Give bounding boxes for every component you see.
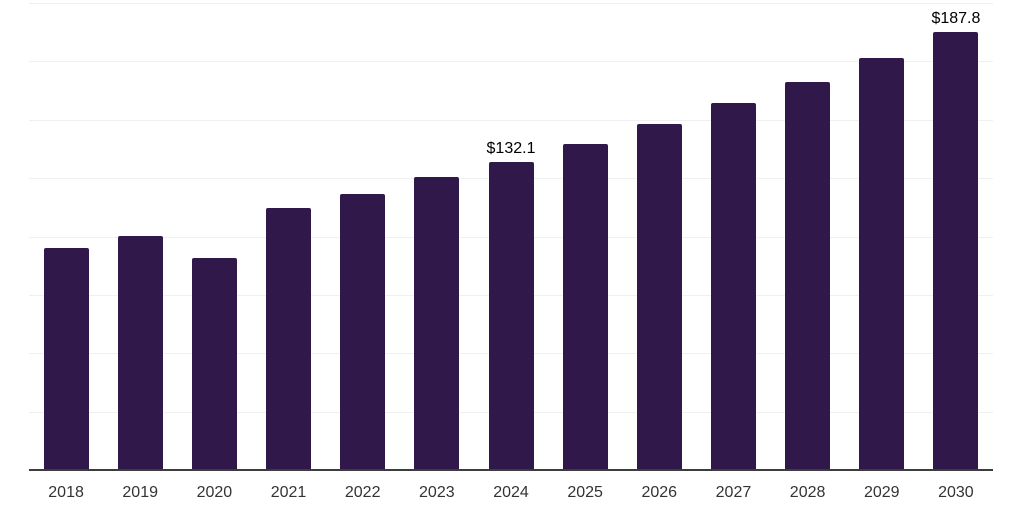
- x-axis-tick-label: 2030: [938, 484, 974, 501]
- x-axis-tick-label: 2029: [863, 484, 900, 501]
- bar: [859, 57, 905, 470]
- bar: [414, 177, 460, 470]
- bar: [340, 194, 386, 470]
- x-axis-tick-label: 2021: [270, 484, 307, 501]
- bar: [266, 208, 312, 470]
- bar: [710, 103, 756, 470]
- x-axis-tick-label: 2024: [493, 484, 529, 501]
- bar: [785, 81, 831, 470]
- bar-value-label: $187.8: [931, 9, 981, 27]
- x-axis-tick-label: 2022: [344, 484, 381, 501]
- x-axis-tick-label: 2019: [122, 484, 158, 501]
- bar-value-label: $132.1: [486, 139, 536, 157]
- x-axis-tick-label: 2018: [48, 484, 84, 501]
- x-axis-tick-label: 2020: [196, 484, 233, 501]
- bar: [488, 161, 534, 470]
- x-axis-tick-label: 2027: [715, 484, 752, 501]
- x-axis-tick-label: 2023: [419, 484, 455, 501]
- bar: [117, 235, 163, 470]
- x-axis-tick-label: 2025: [567, 484, 603, 501]
- gridline: [29, 61, 993, 63]
- gridline: [29, 3, 993, 4]
- bar: [562, 144, 608, 470]
- gridline: [29, 119, 993, 121]
- x-axis-line: [29, 469, 993, 471]
- x-axis-tick-label: 2026: [641, 484, 678, 501]
- bar: [43, 248, 89, 470]
- bar: [191, 257, 237, 470]
- x-axis-tick-label: 2028: [789, 484, 826, 501]
- bar: [933, 31, 979, 470]
- bar: [636, 124, 682, 470]
